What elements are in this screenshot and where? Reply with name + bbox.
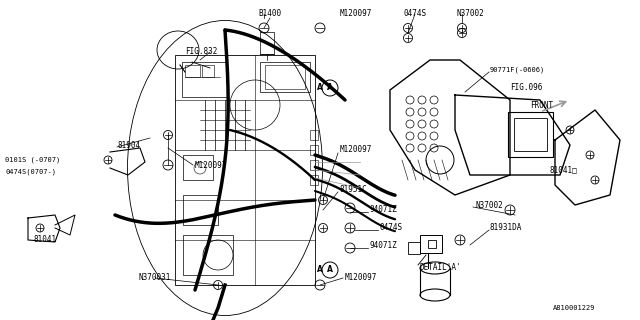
- Text: A: A: [317, 266, 323, 275]
- Text: 0474S: 0474S: [403, 10, 427, 19]
- Bar: [260, 62, 310, 92]
- Text: A: A: [327, 266, 333, 275]
- Text: 0101S (-0707): 0101S (-0707): [5, 157, 60, 163]
- Text: 81951C: 81951C: [340, 186, 368, 195]
- Text: A: A: [317, 84, 323, 92]
- Text: FIG.832: FIG.832: [185, 47, 218, 57]
- Text: FIG.096: FIG.096: [510, 84, 542, 92]
- Text: DETAIL'A': DETAIL'A': [420, 263, 461, 273]
- Text: N37002: N37002: [456, 10, 484, 19]
- Bar: [183, 195, 218, 225]
- Bar: [260, 32, 274, 54]
- Text: A: A: [327, 84, 333, 92]
- Bar: [310, 175, 318, 185]
- Text: FRONT: FRONT: [530, 100, 553, 109]
- Text: M120097: M120097: [340, 10, 372, 19]
- Text: 81904: 81904: [118, 140, 141, 149]
- Text: A810001229: A810001229: [553, 305, 595, 311]
- Bar: [408, 242, 420, 254]
- Text: B1400: B1400: [259, 10, 282, 19]
- Bar: [310, 160, 318, 170]
- Bar: [185, 65, 200, 77]
- Bar: [202, 65, 214, 77]
- Text: 81931DA: 81931DA: [490, 223, 522, 233]
- Bar: [183, 235, 233, 275]
- Bar: [420, 235, 442, 253]
- Text: 0474S: 0474S: [380, 223, 403, 233]
- Text: N370031: N370031: [139, 274, 171, 283]
- Text: M120097: M120097: [345, 274, 378, 283]
- Text: 81041: 81041: [33, 236, 56, 244]
- Text: 81041□: 81041□: [550, 165, 578, 174]
- Bar: [183, 155, 213, 180]
- Bar: [514, 118, 547, 151]
- Text: M120097: M120097: [340, 146, 372, 155]
- Text: N37002: N37002: [475, 201, 503, 210]
- Text: 0474S(0707-): 0474S(0707-): [5, 169, 56, 175]
- Bar: [182, 62, 227, 97]
- Bar: [310, 145, 318, 155]
- Bar: [508, 112, 553, 157]
- Bar: [265, 65, 305, 89]
- Text: 94071Z: 94071Z: [370, 242, 397, 251]
- Text: 94071Z: 94071Z: [370, 205, 397, 214]
- Text: 90771F(-0606): 90771F(-0606): [490, 67, 545, 73]
- Bar: [428, 240, 436, 248]
- Text: M120097: M120097: [195, 161, 227, 170]
- Bar: [310, 130, 318, 140]
